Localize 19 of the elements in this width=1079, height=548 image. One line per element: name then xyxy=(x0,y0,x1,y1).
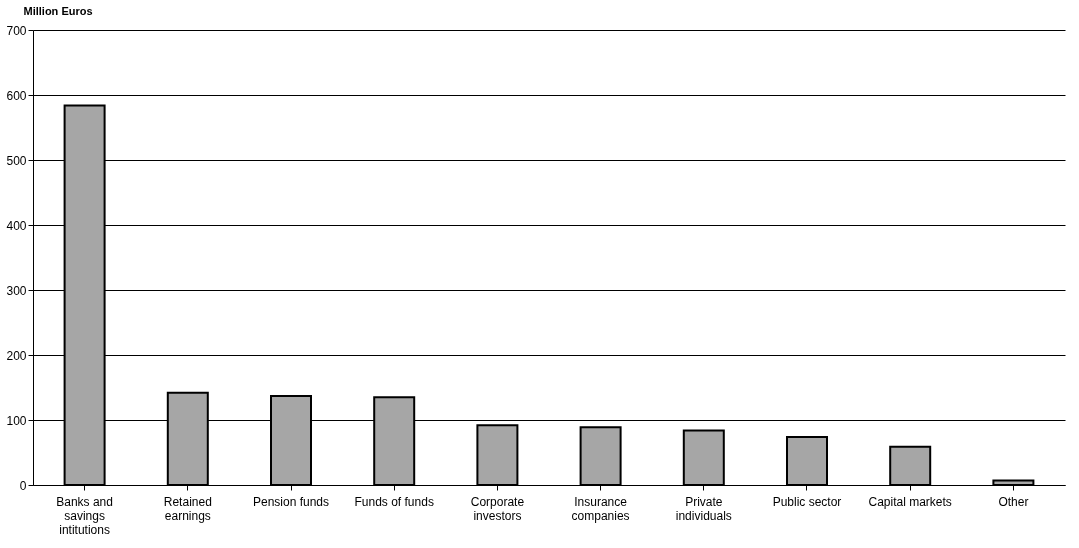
x-tick-label: Banks and savings intitutions xyxy=(56,494,113,537)
x-tick-label: Capital markets xyxy=(868,494,952,509)
y-tick-label: 200 xyxy=(6,348,27,363)
x-tick-label: Retained earnings xyxy=(163,494,212,523)
x-tick-label: Other xyxy=(998,494,1029,509)
y-tick-label: 600 xyxy=(6,88,27,103)
x-tick-label: Insurance companies xyxy=(571,494,630,523)
x-tick-label: Private individuals xyxy=(675,494,732,523)
y-tick-label: 100 xyxy=(6,413,27,428)
y-tick-label: 700 xyxy=(6,23,27,38)
y-tick-label: 500 xyxy=(6,153,27,168)
x-tick-label: Public sector xyxy=(772,494,842,509)
x-tick-label: Corporate investors xyxy=(470,494,525,523)
y-tick-label: 300 xyxy=(6,283,27,298)
y-axis-title: Million Euros xyxy=(23,4,93,17)
y-tick-label: 400 xyxy=(6,218,27,233)
x-tick-label: Funds of funds xyxy=(354,494,434,509)
y-tick-label: 0 xyxy=(19,478,27,493)
x-tick-label: Pension funds xyxy=(252,494,330,509)
